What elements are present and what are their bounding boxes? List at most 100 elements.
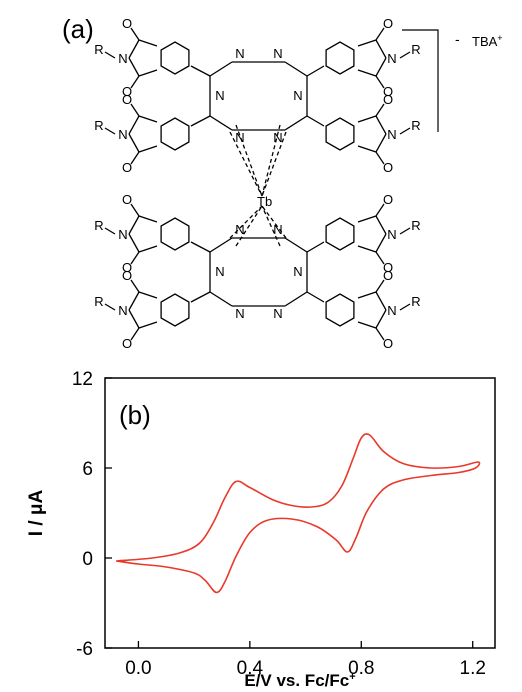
bond [306, 291, 325, 303]
bond [375, 151, 385, 165]
bond [375, 133, 387, 153]
bond [306, 65, 325, 77]
bond [375, 279, 385, 293]
oxygen-label: O [122, 84, 132, 99]
bond [190, 241, 211, 253]
nitrogen-label: N [293, 264, 302, 279]
y-axis-label: I / μA [26, 489, 47, 536]
bond [375, 103, 385, 117]
r-group-label: R [411, 218, 420, 233]
bond [130, 27, 140, 41]
bond [190, 65, 211, 77]
r-group-label: R [94, 294, 103, 309]
bond [130, 75, 140, 89]
bond [261, 205, 281, 247]
panel-a-label: (a) [62, 14, 94, 44]
bond [235, 205, 263, 247]
bond [357, 321, 377, 329]
bond [209, 291, 233, 307]
oxygen-label: O [383, 16, 393, 31]
bond [375, 39, 387, 59]
bond [209, 237, 233, 253]
nitrogen-label: N [235, 306, 244, 321]
charge-sign: - [455, 31, 460, 47]
phthalocyanine-skeleton [104, 27, 411, 341]
x-tick-label: 0.0 [125, 658, 151, 679]
bond [128, 215, 140, 235]
oxygen-label: O [122, 160, 132, 175]
nitrogen-label: N [215, 264, 224, 279]
nitrogen-label: N [387, 303, 396, 318]
benzene-ring [325, 217, 355, 251]
nitrogen-label: N [118, 51, 127, 66]
bond [375, 327, 385, 341]
bond [130, 327, 140, 341]
bond [399, 303, 411, 311]
nitrogen-label: N [293, 88, 302, 103]
bond [138, 291, 158, 299]
nitrogen-label: N [273, 222, 282, 237]
nitrogen-label: N [118, 127, 127, 142]
oxygen-label: O [383, 192, 393, 207]
nitrogen-label: N [235, 130, 244, 145]
bond [229, 131, 263, 197]
nitrogen-label: N [235, 222, 244, 237]
bond [138, 245, 158, 253]
oxygen-label: O [122, 336, 132, 351]
oxygen-label: O [383, 92, 393, 107]
bond [357, 69, 377, 77]
oxygen-label: O [122, 192, 132, 207]
nitrogen-label: N [118, 303, 127, 318]
nitrogen-label: N [387, 227, 396, 242]
y-tick-label: 12 [72, 369, 93, 390]
bond [128, 115, 140, 135]
x-tick-label: 0.8 [348, 658, 374, 679]
bond [104, 227, 116, 235]
bond [104, 303, 116, 311]
bond [128, 233, 140, 253]
bond [128, 309, 140, 329]
nitrogen-label: N [215, 88, 224, 103]
bond [128, 291, 140, 311]
r-group-label: R [411, 118, 420, 133]
bond [284, 61, 308, 77]
bond [209, 115, 233, 131]
bond [284, 291, 308, 307]
y-tick-label: 6 [82, 459, 93, 480]
bond [138, 39, 158, 47]
bond [138, 115, 158, 123]
nitrogen-label: N [273, 46, 282, 61]
x-axis-label-sup: + [349, 671, 355, 683]
r-group-label: R [411, 294, 420, 309]
bond [138, 69, 158, 77]
bond [375, 75, 385, 89]
benzene-ring [325, 41, 355, 75]
bond [357, 39, 377, 47]
oxygen-label: O [122, 268, 132, 283]
bond [130, 151, 140, 165]
panel-b-label: (b) [119, 400, 151, 430]
oxygen-label: O [383, 260, 393, 275]
bond [375, 27, 385, 41]
bond [375, 291, 387, 311]
x-axis-label: E/V vs. Fc/Fc+ [244, 671, 355, 690]
nitrogen-label: N [273, 306, 282, 321]
nitrogen-label: N [387, 51, 396, 66]
bond [130, 279, 140, 293]
r-group-label: R [411, 42, 420, 57]
bond [306, 115, 325, 127]
bond [190, 291, 211, 303]
r-group-label: R [94, 218, 103, 233]
oxygen-label: O [383, 160, 393, 175]
oxygen-label: O [383, 268, 393, 283]
bond [357, 215, 377, 223]
nitrogen-label: N [273, 130, 282, 145]
x-axis-label-text: E/V vs. Fc/Fc [244, 671, 349, 690]
bond [357, 115, 377, 123]
benzene-ring [325, 117, 355, 151]
benzene-ring [160, 41, 190, 75]
x-tick-label: 0.4 [237, 658, 264, 679]
bond [284, 115, 308, 131]
